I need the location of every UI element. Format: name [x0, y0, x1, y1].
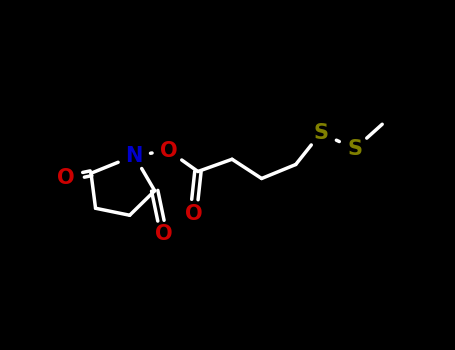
Text: O: O	[185, 203, 202, 224]
Text: O: O	[155, 224, 172, 245]
Text: O: O	[160, 140, 177, 161]
Text: S: S	[313, 123, 328, 143]
Text: N: N	[126, 146, 143, 166]
Text: S: S	[348, 139, 362, 159]
Text: O: O	[57, 168, 75, 189]
